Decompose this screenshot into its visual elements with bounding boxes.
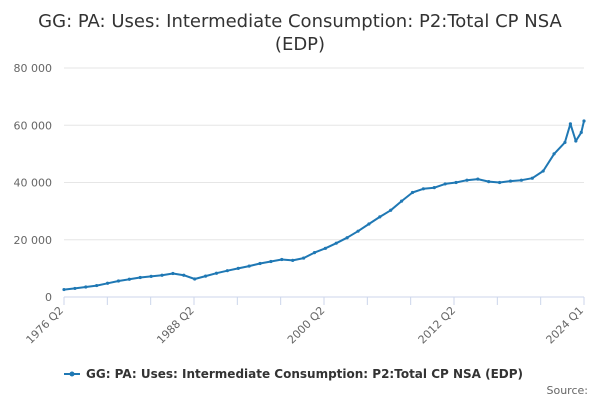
data-point[interactable] (356, 229, 360, 233)
data-point[interactable] (225, 269, 229, 273)
data-point[interactable] (193, 277, 197, 281)
legend[interactable]: GG: PA: Uses: Intermediate Consumption: … (64, 367, 523, 381)
series-line (63, 120, 585, 291)
source-label: Source: (547, 384, 589, 397)
data-point[interactable] (582, 119, 586, 123)
data-point[interactable] (476, 177, 480, 181)
data-point[interactable] (552, 152, 556, 156)
data-point[interactable] (389, 208, 393, 212)
data-point[interactable] (574, 139, 578, 143)
data-point[interactable] (334, 241, 338, 245)
data-point[interactable] (454, 180, 458, 185)
data-point[interactable] (399, 199, 404, 203)
data-point[interactable] (214, 271, 219, 275)
data-point[interactable] (323, 246, 327, 250)
data-point[interactable] (95, 283, 99, 288)
data-point[interactable] (579, 130, 583, 135)
data-point[interactable] (443, 182, 447, 186)
data-point[interactable] (378, 215, 382, 219)
data-point[interactable] (127, 277, 131, 281)
y-tick-label: 80 000 (14, 62, 53, 75)
x-axis: 1976 Q2 1988 Q2 2000 Q2 2012 Q2 2024 Q1 (24, 296, 587, 347)
data-point[interactable] (519, 178, 523, 182)
data-point[interactable] (530, 176, 534, 180)
grid-lines (64, 67, 584, 241)
legend-item-label[interactable]: GG: PA: Uses: Intermediate Consumption: … (86, 367, 523, 381)
x-tick-label: 2000 Q2 (285, 304, 328, 347)
data-point[interactable] (312, 251, 317, 255)
data-point[interactable] (432, 186, 436, 190)
data-point[interactable] (410, 190, 415, 195)
y-tick-label: 40 000 (14, 177, 53, 190)
data-point[interactable] (203, 274, 208, 278)
data-point[interactable] (508, 179, 513, 183)
data-point[interactable] (269, 259, 273, 264)
data-point[interactable] (236, 266, 240, 270)
data-point[interactable] (487, 180, 491, 184)
data-point[interactable] (258, 261, 262, 266)
data-point[interactable] (149, 274, 153, 278)
data-point[interactable] (247, 264, 251, 268)
data-point[interactable] (345, 236, 349, 240)
data-point[interactable] (568, 122, 572, 126)
data-point[interactable] (421, 187, 425, 191)
x-tick-label: 2012 Q2 (416, 304, 459, 347)
y-tick-label: 60 000 (14, 119, 53, 132)
data-point[interactable] (73, 286, 77, 291)
data-point[interactable] (62, 287, 66, 292)
data-point[interactable] (280, 257, 284, 262)
data-point[interactable] (563, 140, 567, 145)
data-point[interactable] (84, 285, 88, 289)
y-tick-label: 0 (45, 291, 52, 304)
y-axis: 0 20 000 40 000 60 000 80 000 (14, 62, 53, 304)
data-point[interactable] (160, 273, 164, 277)
data-point[interactable] (541, 169, 545, 173)
data-point[interactable] (138, 275, 142, 280)
data-point[interactable] (116, 279, 121, 283)
data-point[interactable] (291, 258, 295, 262)
legend-marker-icon (69, 371, 75, 377)
chart-title-line-2: (EDP) (275, 34, 325, 55)
chart-title-line-1: GG: PA: Uses: Intermediate Consumption: … (38, 11, 562, 32)
data-point[interactable] (367, 222, 371, 226)
data-point[interactable] (465, 178, 469, 182)
data-point[interactable] (171, 271, 175, 276)
y-tick-label: 20 000 (14, 234, 53, 247)
data-point[interactable] (498, 180, 502, 185)
data-point[interactable] (105, 281, 110, 285)
x-tick-label: 2024 Q1 (544, 304, 587, 347)
data-point[interactable] (182, 273, 186, 277)
data-point[interactable] (301, 256, 306, 260)
x-tick-label: 1988 Q2 (154, 304, 197, 347)
x-tick-label: 1976 Q2 (24, 304, 67, 347)
series-group (62, 119, 586, 292)
